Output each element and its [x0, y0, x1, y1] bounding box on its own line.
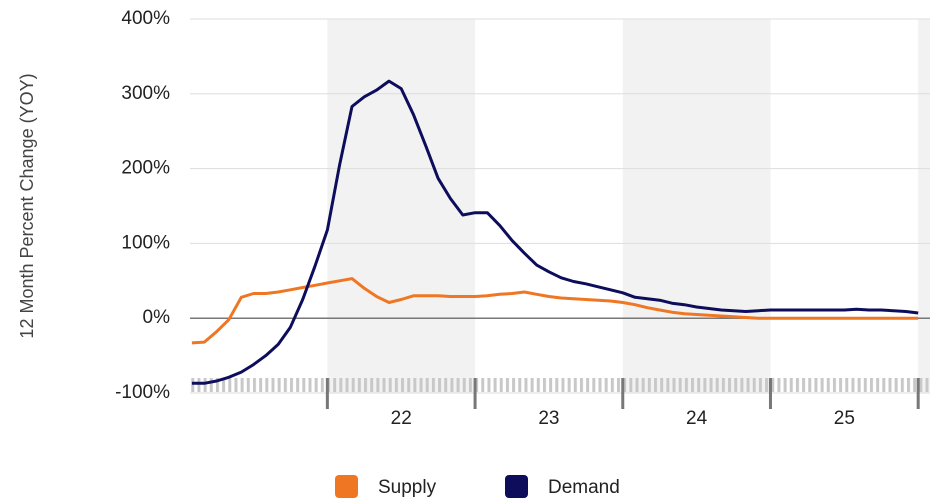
y-tick-label: 300%	[121, 83, 170, 104]
line-series	[191, 79, 919, 385]
minor-ticks	[190, 378, 930, 392]
y-tick-label: -100%	[115, 382, 170, 403]
legend-label: Supply	[378, 477, 437, 498]
y-tick-label: 0%	[143, 307, 171, 328]
x-tick-label: 23	[538, 408, 559, 429]
shaded-band	[327, 19, 476, 393]
x-tick-label: 24	[686, 408, 708, 429]
shaded-band	[622, 19, 771, 393]
y-axis-label: 12 Month Percent Change (YOY)	[17, 73, 37, 338]
y-tick-label: 200%	[121, 158, 170, 179]
x-tick-label: 25	[834, 408, 855, 429]
x-tick-label: 22	[391, 408, 412, 429]
line-series	[191, 277, 919, 345]
y-tick-label: 400%	[121, 8, 170, 29]
legend-label: Demand	[548, 477, 620, 498]
legend-swatch	[505, 475, 528, 498]
y-tick-label: 100%	[121, 232, 170, 253]
legend-swatch	[335, 475, 358, 498]
shaded-band	[918, 19, 930, 393]
